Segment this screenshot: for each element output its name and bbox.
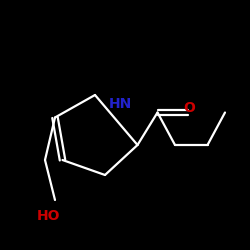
Text: HN: HN — [108, 97, 132, 111]
Text: HO: HO — [37, 209, 60, 223]
Text: O: O — [183, 100, 195, 114]
